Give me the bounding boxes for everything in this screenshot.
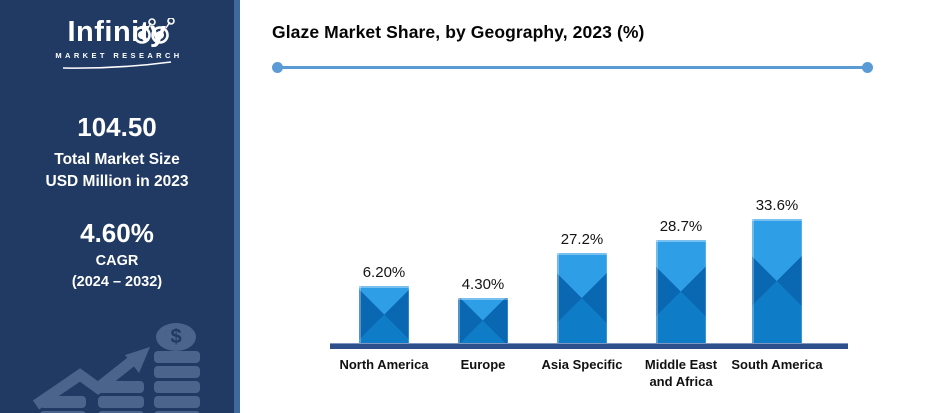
coin-stack-tall [154, 348, 200, 413]
brand-name: Infinity [67, 16, 167, 48]
brand-subtitle: MARKET RESEARCH [55, 51, 183, 60]
x-axis-label: Middle East and Africa [644, 357, 718, 389]
bar [557, 253, 607, 343]
bar-column: 28.7% [632, 218, 730, 343]
market-size-label-line2: USD Million in 2023 [45, 173, 189, 191]
sidebar-stats: 104.50 Total Market Size USD Million in … [0, 112, 234, 293]
bar [359, 286, 409, 343]
cagr-value: 4.60% [80, 217, 154, 248]
bar [656, 240, 706, 343]
dollar-circle-icon: $ [156, 323, 196, 351]
cagr-label-line1: CAGR [95, 252, 139, 269]
market-size-label-line1: Total Market Size [54, 151, 180, 168]
x-axis-label: North America [339, 357, 429, 372]
dollar-sign: $ [170, 325, 182, 348]
bar [458, 298, 508, 343]
bar-column: 27.2% [533, 231, 631, 343]
x-axis-label: Europe [460, 357, 506, 372]
cagr-label: CAGR (2024 – 2032) [0, 251, 234, 293]
bar-value-label: 6.20% [362, 264, 406, 281]
infinity-loops-icon [133, 18, 175, 44]
trend-arrow-icon [32, 347, 150, 410]
cagr-label-line2: (2024 – 2032) [71, 273, 163, 290]
underline-dot-right [862, 62, 873, 73]
cagr-stat: 4.60% CAGR (2024 – 2032) [0, 218, 234, 293]
bar-column: 6.20% [335, 264, 433, 343]
x-axis-label: Asia Specific [541, 357, 623, 372]
market-size-label: Total Market Size USD Million in 2023 [0, 149, 234, 194]
chart-title: Glaze Market Share, by Geography, 2023 (… [272, 22, 645, 42]
logo-swoosh [62, 61, 172, 69]
bar-value-label: 4.30% [461, 276, 505, 293]
bar-value-label: 28.7% [659, 218, 703, 235]
market-size-stat: 104.50 Total Market Size USD Million in … [0, 112, 234, 194]
bar-value-label: 27.2% [560, 231, 604, 248]
title-underline [277, 66, 868, 69]
bar-value-label: 33.6% [755, 197, 799, 214]
market-size-value: 104.50 [77, 112, 157, 142]
underline-dot-left [272, 62, 283, 73]
bar-column: 33.6% [728, 197, 826, 343]
brand-sidebar: Infinity MARKET RESEARCH 104.50 Total Ma… [0, 0, 240, 413]
infinity-logo: Infinity MARKET RESEARCH [0, 16, 234, 94]
bar [752, 219, 802, 343]
bar-column: 4.30% [434, 276, 532, 343]
coin-stack-medium [98, 378, 144, 413]
growth-trend-dollar-icon: $ [22, 305, 222, 413]
x-axis-line [330, 343, 848, 349]
x-axis-label: South America [731, 357, 823, 372]
